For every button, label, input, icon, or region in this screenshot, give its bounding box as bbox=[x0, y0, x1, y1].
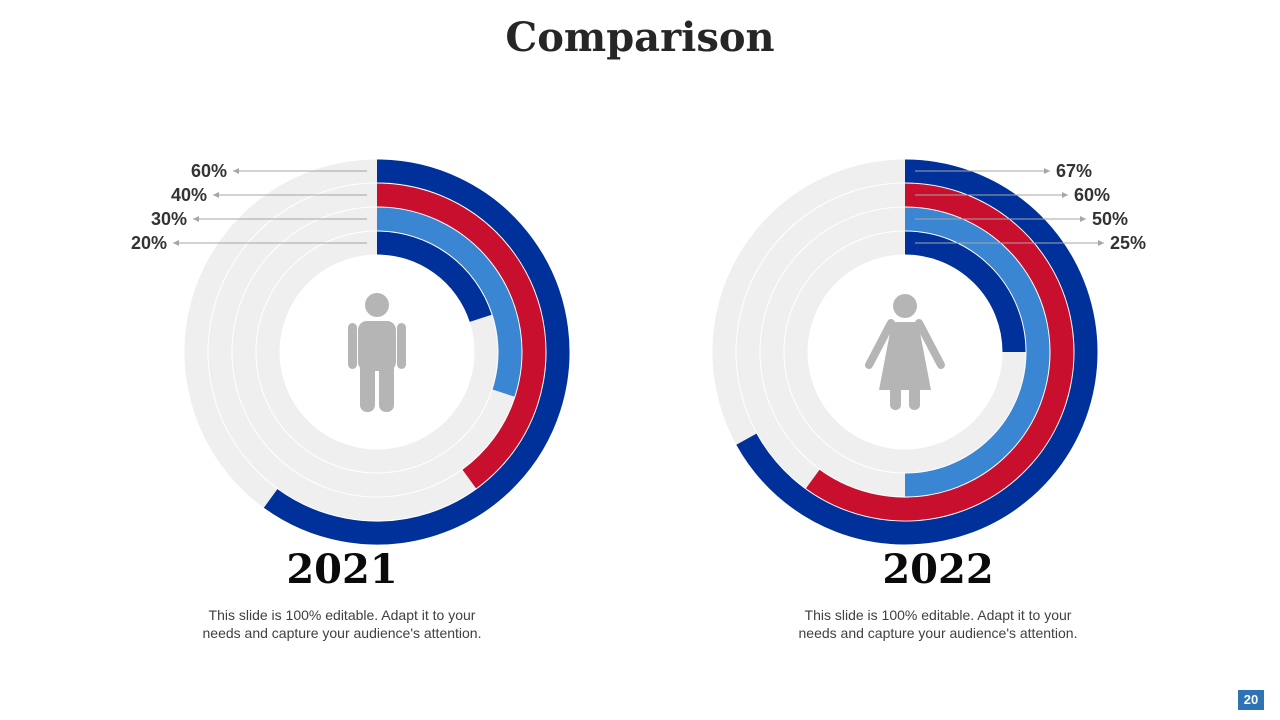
icon-head bbox=[365, 293, 389, 317]
ring-bar-2022-67 bbox=[736, 159, 1098, 545]
page-number-badge: 20 bbox=[1238, 690, 1264, 710]
icon-left-leg bbox=[360, 362, 375, 412]
ring-label-2022-4: 25% bbox=[1110, 233, 1146, 253]
year-2022-label: 2022 bbox=[882, 546, 994, 593]
leader-arrow-2021-1 bbox=[233, 168, 239, 174]
ring-label-2021-1: 60% bbox=[191, 161, 227, 181]
ring-bar-2021-40 bbox=[376, 183, 546, 489]
icon-right-leg bbox=[909, 386, 920, 410]
caption-2021-line2: needs and capture your audience's attent… bbox=[202, 625, 482, 641]
ring-label-2021-3: 30% bbox=[151, 209, 187, 229]
ring-bar-2022-60 bbox=[805, 183, 1074, 521]
icon-left-arm bbox=[348, 323, 357, 369]
female-person-icon bbox=[865, 294, 945, 410]
leader-arrow-2022-4 bbox=[1098, 240, 1104, 246]
icon-right-arm bbox=[397, 323, 406, 369]
ring-bar-2022-50 bbox=[904, 207, 1050, 497]
male-person-icon bbox=[348, 293, 406, 412]
leader-arrow-2022-2 bbox=[1062, 192, 1068, 198]
ring-bar-2021-30 bbox=[376, 207, 522, 397]
icon-right-leg bbox=[379, 362, 394, 412]
ring-label-2021-2: 40% bbox=[171, 185, 207, 205]
ring-label-2022-3: 50% bbox=[1092, 209, 1128, 229]
icon-torso bbox=[358, 321, 396, 371]
leader-arrow-2021-3 bbox=[193, 216, 199, 222]
chart-2021: 60% 40% 30% 20% bbox=[131, 159, 570, 545]
ring-bar-2021-60 bbox=[263, 159, 570, 545]
caption-2022-line1: This slide is 100% editable. Adapt it to… bbox=[804, 607, 1072, 623]
year-2021-label: 2021 bbox=[286, 546, 398, 593]
icon-head bbox=[893, 294, 917, 318]
leader-arrow-2021-4 bbox=[173, 240, 179, 246]
caption-2022-line2: needs and capture your audience's attent… bbox=[798, 625, 1078, 641]
caption-2022: This slide is 100% editable. Adapt it to… bbox=[778, 606, 1098, 642]
leader-arrow-2021-2 bbox=[213, 192, 219, 198]
leader-arrow-2022-1 bbox=[1044, 168, 1050, 174]
ring-bar-2021-20 bbox=[376, 231, 492, 323]
chart-2022: 67% 60% 50% 25% bbox=[712, 159, 1146, 545]
caption-2021-line1: This slide is 100% editable. Adapt it to… bbox=[208, 607, 476, 623]
ring-label-2022-2: 60% bbox=[1074, 185, 1110, 205]
icon-left-arm bbox=[865, 319, 895, 369]
ring-bar-2022-25 bbox=[904, 231, 1026, 353]
ring-label-2021-4: 20% bbox=[131, 233, 167, 253]
leader-arrow-2022-3 bbox=[1080, 216, 1086, 222]
icon-left-leg bbox=[890, 386, 901, 410]
slide-title: Comparison bbox=[505, 14, 775, 61]
icon-dress bbox=[879, 322, 931, 390]
ring-label-2022-1: 67% bbox=[1056, 161, 1092, 181]
icon-right-arm bbox=[915, 319, 945, 369]
caption-2021: This slide is 100% editable. Adapt it to… bbox=[182, 606, 502, 642]
